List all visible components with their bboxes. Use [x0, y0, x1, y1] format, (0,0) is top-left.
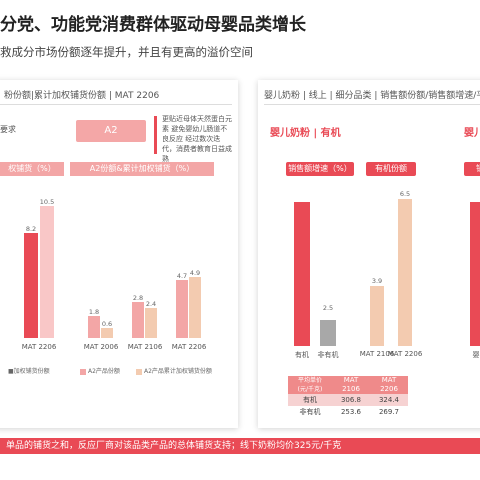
chart2-bar-2206-share — [176, 280, 188, 338]
growth-value-nonorganic: 2.5 — [322, 304, 334, 312]
chart2-bar-2006-share — [88, 316, 100, 338]
table-header-cell: MAT 2106 — [332, 376, 370, 394]
growth-x-organic: 有机 — [295, 351, 309, 359]
table-cell: 324.4 — [370, 394, 408, 406]
requirement-note: 要求 — [0, 125, 16, 134]
second-section-title: 婴儿 — [464, 128, 480, 139]
chart2-value-2106-distribution: 2.4 — [145, 300, 157, 308]
chart2-value-2206-share: 4.7 — [176, 272, 188, 280]
chart2-legend-share: A2产品份额 — [80, 366, 120, 375]
table-header-row: 平均单价 (元/千克) MAT 2106 MAT 2206 — [288, 376, 408, 394]
chart2-bar-2206-distribution — [189, 277, 201, 338]
legend-label-share: A2产品份额 — [88, 368, 120, 375]
divider — [264, 104, 480, 105]
a2-tag: A2 — [76, 120, 146, 142]
organic-share-header: 有机份额 — [366, 162, 416, 176]
right-panel-heading: 婴儿奶粉 | 线上 | 细分品类 | 销售额份额/销售额增速/平 — [264, 91, 480, 101]
legend-label-distribution: A2产品累计加权铺货份额 — [144, 368, 212, 375]
share-bar-2206 — [398, 199, 412, 346]
chart2-x-label-2106: MAT 2106 — [127, 343, 163, 351]
chart2-x-label-2006: MAT 2006 — [83, 343, 119, 351]
chart1-x-label: MAT 2206 — [21, 343, 57, 351]
page-title: 分党、功能党消费群体驱动母婴品类增长 — [0, 15, 306, 35]
chart1-value-distribution: 10.5 — [39, 198, 55, 206]
chart2-value-2206-distribution: 4.9 — [189, 269, 201, 277]
table-header-cell: MAT 2206 — [370, 376, 408, 394]
chart2-value-2106-share: 2.8 — [132, 294, 144, 302]
chart2-header: A2份额&累计加权铺货（%） — [70, 162, 214, 176]
growth-bar-organic — [294, 202, 310, 346]
chart2-x-label-2206: MAT 2206 — [171, 343, 207, 351]
share-value-2206: 6.5 — [399, 190, 411, 198]
chart1-header: 权铺货（%） — [0, 162, 64, 176]
table-cell: 有机 — [288, 394, 332, 406]
chart2-value-2006-distribution: 0.6 — [101, 320, 113, 328]
table-row: 非有机 253.6 269.7 — [288, 406, 408, 418]
partial-bar — [470, 202, 480, 346]
note-rule — [154, 116, 157, 154]
table-cell: 306.8 — [332, 394, 370, 406]
left-panel: 粉份额|累计加权铺货份额 | MAT 2206 要求 A2 更贴近母体天然蛋白元… — [0, 80, 238, 428]
share-x-2106: MAT 2106 — [359, 350, 395, 358]
share-bar-2106 — [370, 286, 384, 346]
a2-note: 更贴近母体天然蛋白元素 避免婴幼儿肠道不良反应 经过数次迭代，消费者教育日益成熟 — [162, 115, 232, 163]
chart2-bar-2106-share — [132, 302, 144, 338]
footer-note: 单品的铺货之和，反应厂商对该品类产品的总体铺货支持；线下奶粉均价325元/千克 — [0, 438, 480, 454]
left-panel-heading: 粉份额|累计加权铺货份额 | MAT 2206 — [4, 91, 160, 101]
table-cell: 269.7 — [370, 406, 408, 418]
average-price-table: 平均单价 (元/千克) MAT 2106 MAT 2206 有机 306.8 3… — [288, 376, 408, 418]
table-row: 有机 306.8 324.4 — [288, 394, 408, 406]
growth-header: 销售额增速（%） — [286, 162, 354, 176]
share-value-2106: 3.9 — [371, 277, 383, 285]
legend-swatch — [136, 368, 142, 375]
right-panel: 婴儿奶粉 | 线上 | 细分品类 | 销售额份额/销售额增速/平 婴儿奶粉 | … — [258, 80, 480, 428]
chart2-bar-2106-distribution — [145, 308, 157, 338]
partial-x-label: 婴 — [472, 351, 480, 359]
chart1-bar-distribution — [40, 206, 54, 338]
chart1-bar-share — [24, 233, 38, 338]
table-cell: 253.6 — [332, 406, 370, 418]
table-header-cell: 平均单价 (元/千克) — [288, 376, 332, 394]
partial-header: 销售 — [464, 162, 480, 176]
chart1-value-share: 8.2 — [25, 225, 37, 233]
chart2-value-2006-share: 1.8 — [88, 308, 100, 316]
share-x-2206: MAT 2206 — [387, 350, 423, 358]
page-subtitle: 救成分市场份额逐年提升，并且有更高的溢价空间 — [0, 45, 253, 59]
chart2-legend-distribution: A2产品累计加权铺货份额 — [136, 366, 212, 375]
legend-swatch — [80, 368, 86, 375]
growth-x-nonorganic: 非有机 — [317, 351, 339, 359]
divider — [0, 104, 232, 105]
table-cell: 非有机 — [288, 406, 332, 418]
chart2-bar-2006-distribution — [101, 328, 113, 338]
growth-bar-nonorganic — [320, 320, 336, 346]
chart1-legend: ■加权铺货份额 — [8, 368, 50, 375]
organic-section-title: 婴儿奶粉 | 有机 — [270, 128, 341, 139]
